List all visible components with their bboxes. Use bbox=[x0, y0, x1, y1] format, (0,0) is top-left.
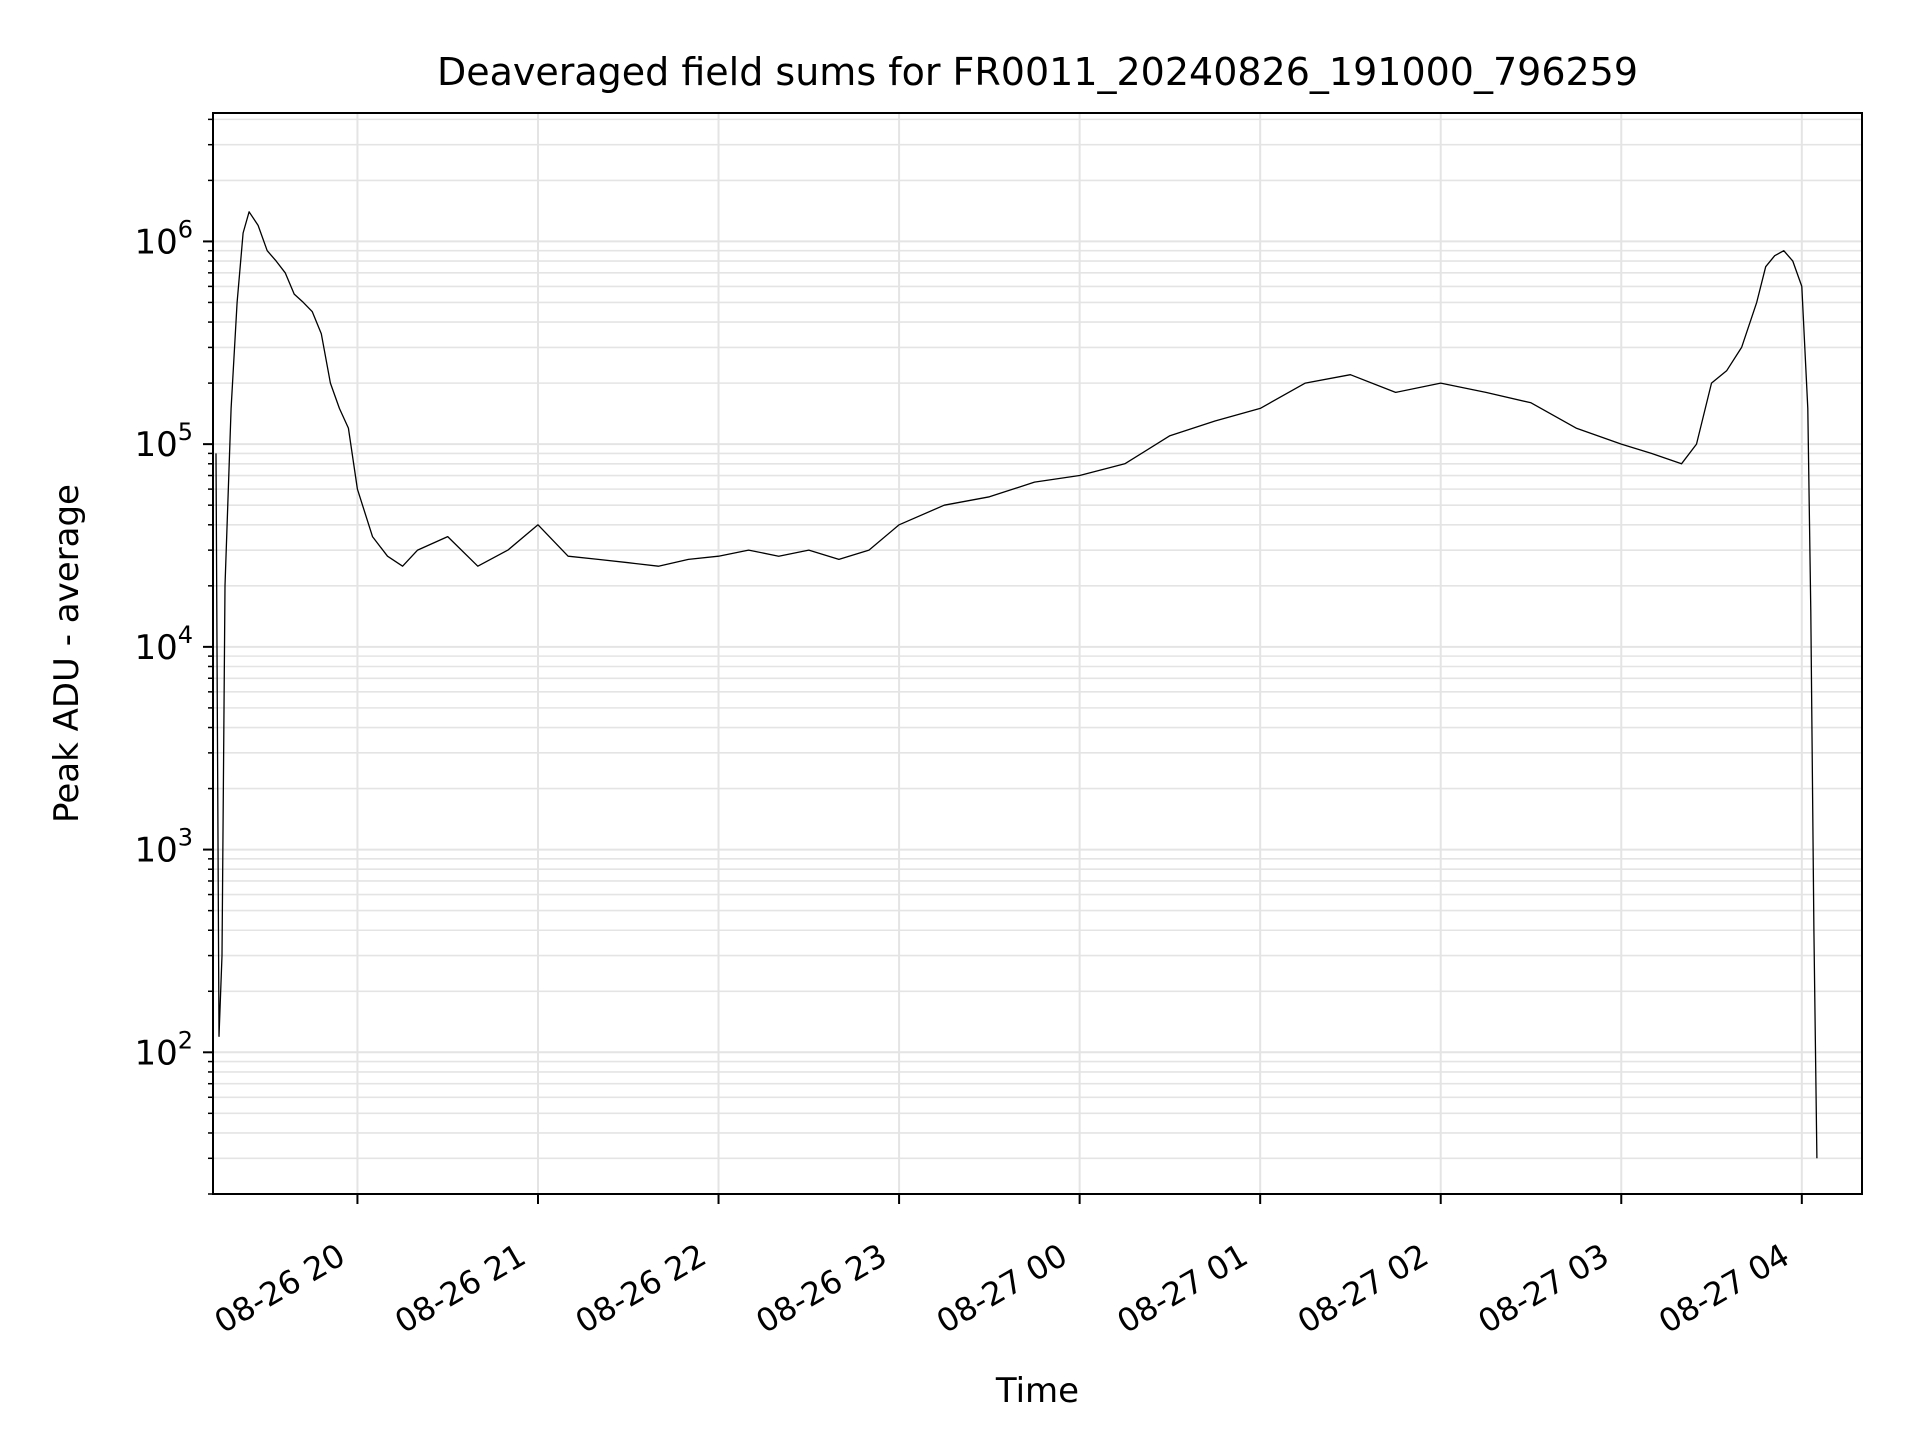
x-tick-label: 08-27 04 bbox=[1652, 1236, 1796, 1341]
x-tick-label: 08-26 21 bbox=[388, 1236, 532, 1341]
x-tick-label: 08-27 03 bbox=[1472, 1236, 1616, 1341]
y-tick-label: 104 bbox=[134, 621, 193, 668]
y-tick-label: 106 bbox=[134, 215, 193, 262]
series-line bbox=[215, 211, 1818, 1159]
x-tick-label: 08-26 22 bbox=[569, 1236, 713, 1341]
x-tick-label: 08-27 01 bbox=[1111, 1236, 1255, 1341]
x-tick-label: 08-26 20 bbox=[208, 1236, 352, 1341]
x-tick-label: 08-26 23 bbox=[749, 1236, 893, 1341]
plot-frame bbox=[212, 112, 1863, 1195]
x-tick-label: 08-27 00 bbox=[930, 1236, 1074, 1341]
x-axis-label: Time bbox=[995, 1371, 1079, 1411]
y-tick-label: 103 bbox=[134, 824, 193, 871]
chart-title: Deaveraged field sums for FR0011_2024082… bbox=[437, 50, 1638, 94]
x-axis: 08-26 20 08-26 21 08-26 22 08-26 23 08-27 00… bbox=[208, 1194, 1803, 1341]
y-axis-label: Peak ADU - average bbox=[47, 484, 87, 823]
y-axis: 102 103 104 105 106 bbox=[134, 118, 213, 1195]
x-tick-label: 08-27 02 bbox=[1291, 1236, 1435, 1341]
y-tick-label: 105 bbox=[134, 418, 193, 465]
grid bbox=[213, 113, 1862, 1195]
y-tick-label: 102 bbox=[134, 1026, 193, 1073]
